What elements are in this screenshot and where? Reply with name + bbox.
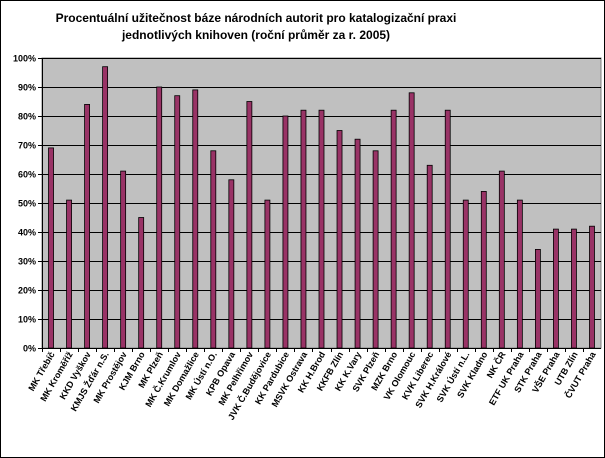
bar [156, 86, 163, 349]
bar [300, 109, 307, 349]
chart-title-line-2: jednotlivých knihoven (roční průměr za r… [121, 28, 390, 42]
y-tick-label: 10% [18, 315, 36, 325]
bar [138, 217, 145, 349]
bar [318, 109, 325, 349]
bar [228, 179, 235, 349]
bar [390, 109, 397, 349]
bar [210, 150, 217, 349]
bar [192, 89, 199, 349]
chart-title-line-1: Procentuální užitečnost báze národních a… [56, 11, 457, 25]
bar [571, 228, 577, 349]
bar [66, 199, 72, 349]
y-tick-label: 30% [18, 257, 36, 267]
bar [444, 109, 451, 349]
bar [174, 95, 181, 349]
y-tick-label: 50% [18, 199, 36, 209]
y-tick-label: 0% [23, 344, 36, 354]
bar [264, 199, 271, 349]
y-tick-label: 40% [18, 228, 36, 238]
bar [246, 101, 253, 349]
y-tick-label: 70% [18, 141, 36, 151]
bar [336, 130, 343, 349]
bar [534, 248, 541, 349]
bar [282, 115, 289, 349]
bar [462, 199, 469, 349]
bar [48, 147, 54, 349]
bar [426, 164, 433, 349]
bar [498, 170, 505, 349]
bar [84, 104, 90, 349]
y-tick-label: 20% [18, 286, 36, 296]
bar [408, 92, 415, 349]
bar [589, 225, 595, 349]
y-tick-label: 80% [18, 112, 36, 122]
bar [516, 199, 523, 349]
y-tick-label: 60% [18, 170, 36, 180]
bar [553, 228, 559, 349]
y-tick-label: 90% [18, 83, 36, 93]
bar [372, 150, 379, 349]
bar [120, 170, 127, 349]
bar [354, 138, 361, 349]
plot-area: 0%10%20%30%40%50%60%70%80%90%100%MK Třeb… [13, 54, 602, 422]
bar [102, 66, 109, 349]
y-tick-label: 100% [13, 54, 36, 64]
bar [480, 190, 487, 349]
